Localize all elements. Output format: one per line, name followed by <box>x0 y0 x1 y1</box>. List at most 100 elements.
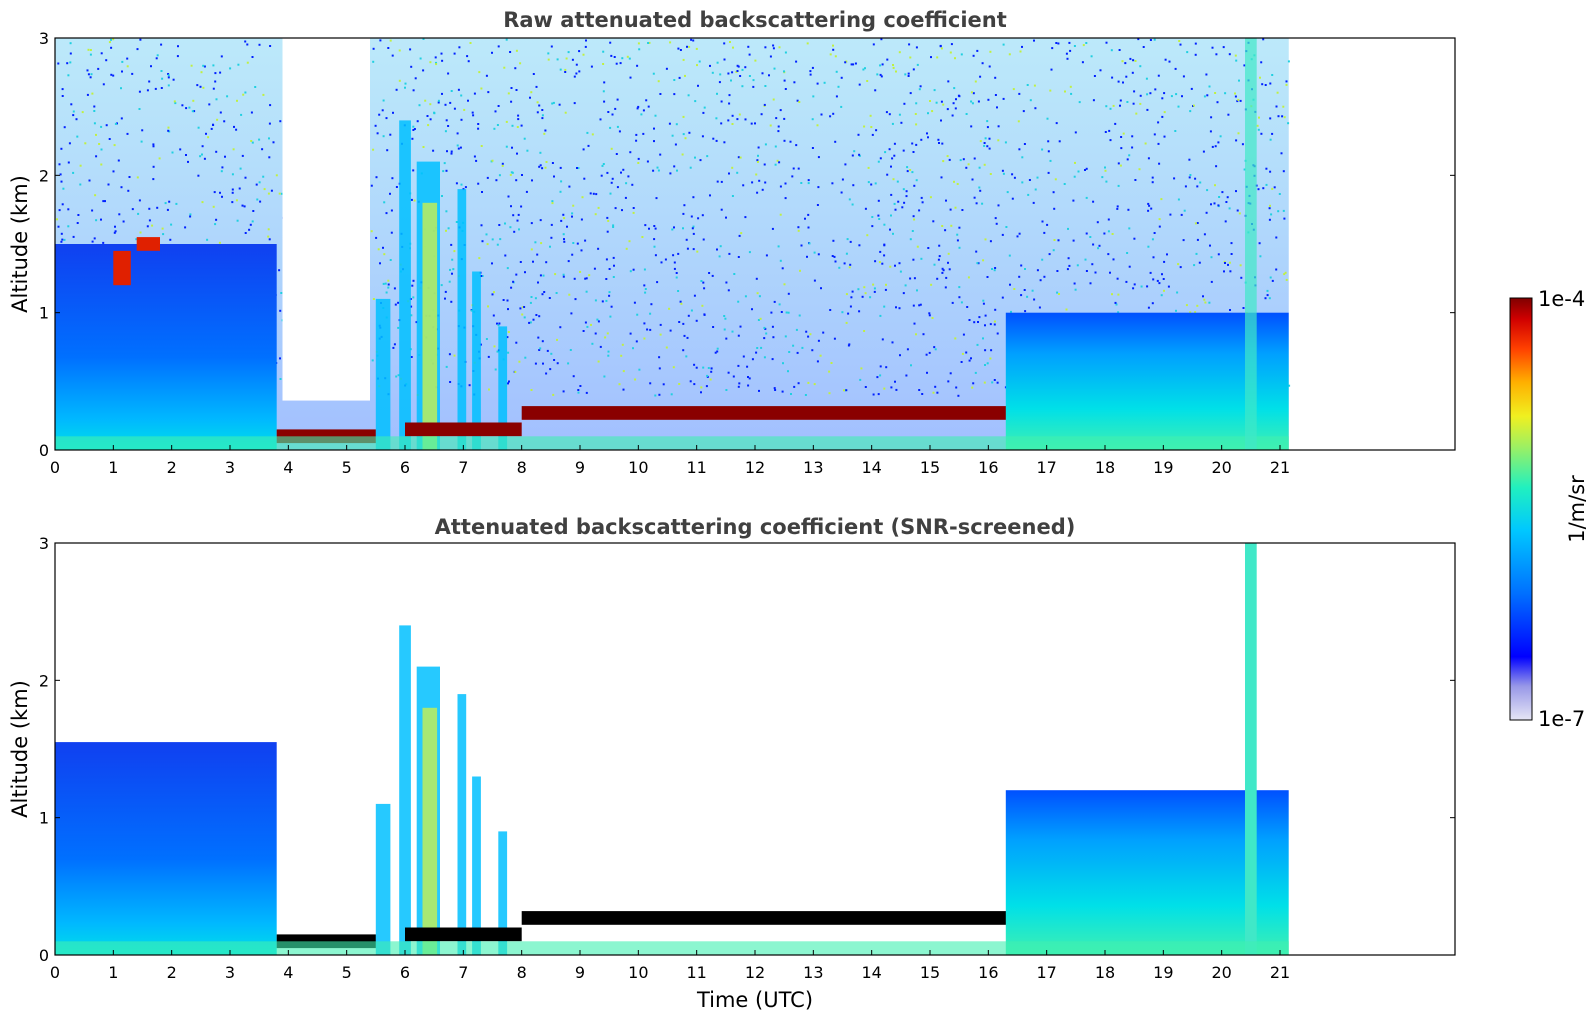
noise-speckle <box>895 306 897 309</box>
noise-speckle <box>263 188 266 191</box>
noise-speckle <box>841 311 844 314</box>
noise-speckle <box>649 312 652 315</box>
noise-speckle <box>877 214 880 217</box>
noise-speckle <box>138 199 141 202</box>
noise-speckle <box>1203 233 1206 236</box>
noise-speckle <box>804 217 806 220</box>
noise-speckle <box>706 374 709 377</box>
noise-speckle <box>70 103 73 106</box>
noise-speckle <box>1074 131 1077 134</box>
noise-speckle <box>551 200 554 203</box>
noise-speckle <box>901 206 904 209</box>
noise-speckle <box>100 148 103 151</box>
noise-speckle <box>1284 271 1287 274</box>
noise-speckle <box>67 161 70 164</box>
noise-speckle <box>956 183 959 185</box>
noise-speckle <box>215 150 218 153</box>
noise-speckle <box>915 123 918 126</box>
noise-speckle <box>122 220 125 223</box>
noise-speckle <box>485 233 488 236</box>
noise-speckle <box>736 64 739 67</box>
noise-speckle <box>689 380 692 383</box>
noise-speckle <box>1217 141 1220 144</box>
noise-speckle <box>1237 98 1240 101</box>
noise-speckle <box>614 207 617 210</box>
noise-speckle <box>659 93 662 95</box>
noise-speckle <box>719 73 722 76</box>
noise-speckle <box>968 319 971 321</box>
noise-speckle <box>440 284 443 287</box>
noise-speckle <box>455 221 458 223</box>
noise-speckle <box>763 326 766 329</box>
noise-speckle <box>1275 105 1278 108</box>
noise-speckle <box>1161 97 1164 100</box>
noise-speckle <box>553 175 555 178</box>
noise-speckle <box>989 357 992 360</box>
noise-speckle <box>566 225 568 228</box>
noise-speckle <box>1098 244 1101 247</box>
noise-speckle <box>1160 294 1163 297</box>
noise-speckle <box>1179 43 1182 46</box>
noise-speckle <box>605 299 608 302</box>
noise-speckle <box>509 51 512 53</box>
x-tick-label: 18 <box>1095 458 1115 477</box>
noise-speckle <box>370 184 373 187</box>
noise-speckle <box>978 316 981 319</box>
noise-speckle <box>148 207 151 210</box>
noise-speckle <box>1070 92 1073 95</box>
convective-column <box>472 776 481 955</box>
noise-speckle <box>844 389 847 392</box>
noise-speckle <box>950 224 953 227</box>
noise-speckle <box>244 232 247 234</box>
noise-speckle <box>757 146 760 149</box>
noise-speckle <box>893 154 896 157</box>
noise-speckle <box>911 171 914 174</box>
noise-speckle <box>686 247 689 250</box>
noise-speckle <box>578 70 581 73</box>
noise-speckle <box>693 294 696 297</box>
colorbar: 1e-4 1e-7 1/m/sr <box>1509 287 1589 731</box>
noise-speckle <box>158 157 161 160</box>
noise-speckle <box>940 100 943 103</box>
noise-speckle <box>787 311 790 314</box>
noise-speckle <box>642 132 645 135</box>
noise-speckle <box>783 117 786 120</box>
noise-speckle <box>881 262 884 265</box>
noise-speckle <box>795 144 798 147</box>
noise-speckle <box>459 146 462 149</box>
noise-speckle <box>588 274 591 277</box>
noise-speckle <box>597 360 600 363</box>
noise-speckle <box>1189 311 1192 314</box>
noise-speckle <box>562 390 565 393</box>
noise-speckle <box>1026 84 1029 86</box>
noise-speckle <box>382 246 384 249</box>
noise-speckle <box>1111 76 1114 79</box>
noise-speckle <box>778 161 781 164</box>
noise-speckle <box>1158 282 1161 285</box>
noise-speckle <box>993 379 996 381</box>
noise-speckle <box>171 151 174 154</box>
noise-speckle <box>777 245 780 248</box>
noise-speckle <box>559 166 562 169</box>
noise-speckle <box>1229 309 1231 311</box>
x-tick-label: 3 <box>225 963 235 982</box>
noise-speckle <box>1163 111 1166 114</box>
noise-speckle <box>765 254 768 257</box>
noise-speckle <box>1111 293 1113 296</box>
noise-speckle <box>601 300 604 303</box>
noise-speckle <box>996 106 998 109</box>
noise-speckle <box>925 353 928 356</box>
colorbar-max-label: 1e-4 <box>1538 287 1585 311</box>
noise-speckle <box>414 77 417 80</box>
noise-speckle <box>891 122 894 125</box>
noise-speckle <box>1122 81 1124 84</box>
noise-speckle <box>572 375 575 378</box>
noise-speckle <box>410 65 413 68</box>
noise-speckle <box>896 180 899 183</box>
x-tick-label: 4 <box>283 963 293 982</box>
noise-speckle <box>645 99 648 102</box>
noise-speckle <box>383 253 386 256</box>
noise-speckle <box>524 356 527 359</box>
noise-speckle <box>520 124 523 127</box>
noise-speckle <box>138 108 141 110</box>
